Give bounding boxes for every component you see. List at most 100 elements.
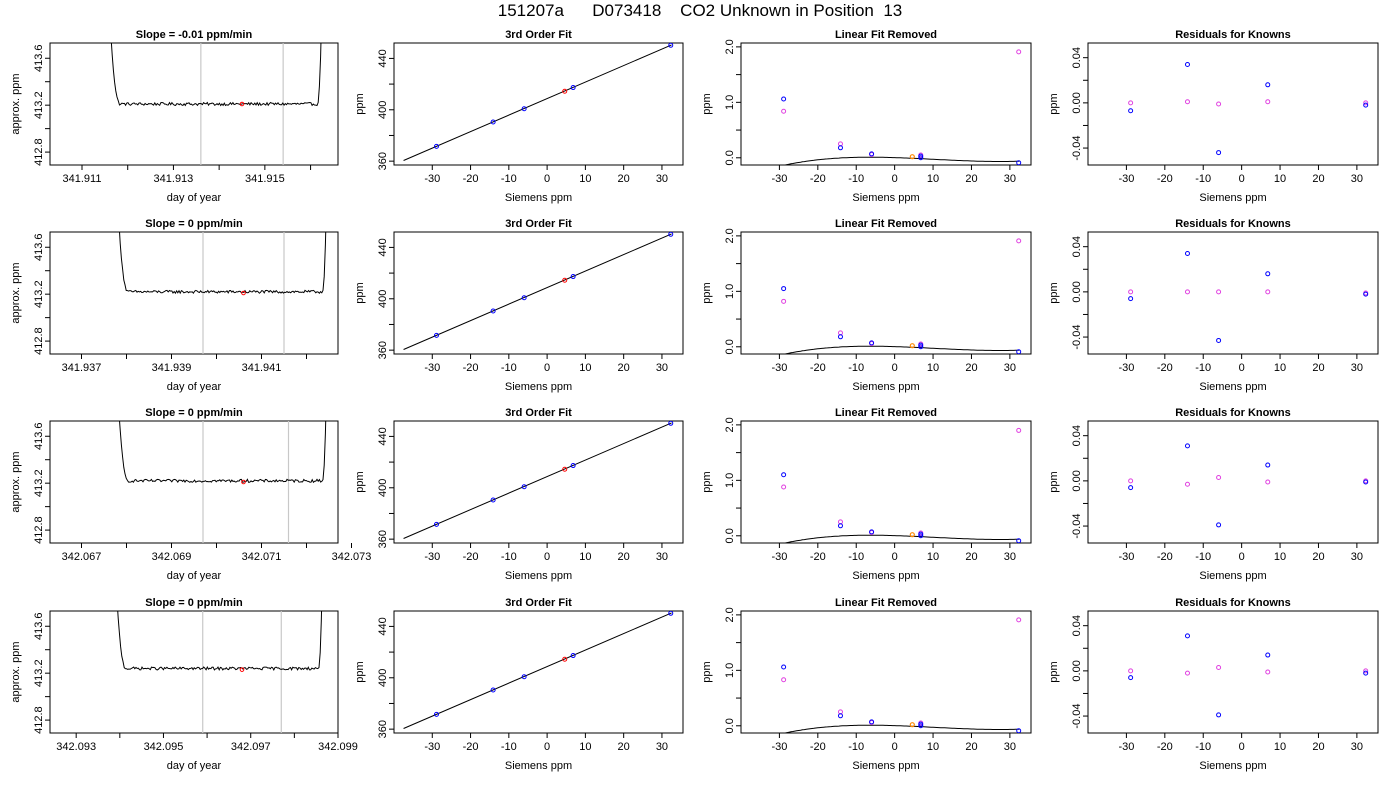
y-tick-label: 0.00 [1071, 660, 1083, 681]
known-standard-point [1016, 728, 1022, 733]
plot-frame [740, 42, 1032, 166]
panel-fit-row-1: 3rd Order Fit -30 -20 -10 0 10 20 30 360 400 440 Si… [354, 29, 684, 204]
y-tick-label: 2.0 [724, 228, 736, 243]
x-tick-label: 10 [927, 362, 939, 374]
panel-trace-row-3: Slope = 0 ppm/min 342.067 342.069 342.071 34… [10, 407, 371, 582]
y-tick-label: 412.8 [33, 138, 45, 166]
known-standard-point [869, 151, 875, 157]
known-residual-point [1265, 652, 1271, 658]
secondary-residual-point [1128, 478, 1134, 484]
y-tick-label: 440 [377, 238, 389, 256]
plot-area [403, 232, 674, 350]
y-tick-label: -0.04 [1071, 514, 1083, 539]
y-tick-label: -0.04 [1071, 325, 1083, 350]
y-tick-label: 2.0 [724, 39, 736, 54]
x-axis-label: day of year [167, 570, 222, 582]
x-axis-label: Siemens ppm [1199, 570, 1266, 582]
known-residual-point [1128, 296, 1134, 302]
known-standard-point [918, 344, 924, 350]
plot-area [1128, 633, 1369, 718]
x-tick-label: 10 [927, 551, 939, 563]
known-standard-point [668, 43, 674, 48]
secondary-residual-point [1184, 670, 1190, 676]
panel-title: 3rd Order Fit [505, 218, 572, 230]
known-residual-point [1184, 443, 1190, 449]
y-tick-label: 0.00 [1071, 281, 1083, 302]
x-tick-label: -10 [848, 551, 864, 563]
x-axis-label: Siemens ppm [505, 381, 572, 393]
plot-area [781, 427, 1022, 543]
known-standard-point [918, 721, 924, 727]
x-axis-label: Siemens ppm [1199, 192, 1266, 204]
unknown-sample-marker [241, 479, 246, 485]
panel-residuals-row-4: Residuals for Knowns -30 -20 -10 0 10 20 30 -0.0… [1048, 597, 1379, 772]
known-residual-point [1265, 462, 1271, 468]
known-residual-point [1184, 61, 1190, 67]
secondary-residual-point [1216, 101, 1222, 107]
known-residual-point [1184, 250, 1190, 256]
x-tick-label: 0 [544, 741, 550, 753]
panel-title: Slope = 0 ppm/min [145, 407, 243, 419]
panel-trace-row-2: Slope = 0 ppm/min 341.937 341.939 341.941 41… [10, 218, 339, 393]
y-axis-label: ppm [1048, 661, 1060, 682]
page-title: 151207a D073418 CO2 Unknown in Position … [497, 1, 903, 20]
y-axis-label: ppm [701, 661, 713, 682]
panel-title: Residuals for Knowns [1175, 218, 1291, 230]
x-tick-label: 20 [965, 362, 977, 374]
plot-area [781, 238, 1022, 354]
known-standard-point [521, 106, 527, 112]
x-tick-label: -20 [463, 741, 479, 753]
known-standard-point [433, 521, 439, 527]
x-tick-label: -10 [848, 741, 864, 753]
known-residual-point [1363, 479, 1369, 485]
x-tick-label: -30 [1118, 362, 1134, 374]
known-standard-point [1016, 160, 1022, 165]
secondary-residual-point [1128, 668, 1134, 674]
y-tick-label: 1.0 [724, 95, 736, 110]
plot-frame [49, 610, 339, 734]
secondary-point [1016, 238, 1022, 244]
x-tick-label: -30 [424, 551, 440, 563]
y-tick-label: 412.8 [33, 327, 45, 355]
x-tick-label: 20 [1312, 362, 1324, 374]
secondary-residual-point [1265, 289, 1271, 295]
plot-frame [49, 420, 339, 544]
concentration-trace-line [110, 43, 322, 107]
x-tick-label: 0 [544, 173, 550, 185]
x-tick-label: 0 [892, 173, 898, 185]
known-standard-point [837, 334, 843, 340]
x-tick-label: 30 [1004, 551, 1016, 563]
x-tick-label: 0 [544, 551, 550, 563]
known-standard-point [521, 295, 527, 301]
y-tick-label: 400 [377, 479, 389, 497]
x-tick-label: -20 [810, 173, 826, 185]
x-axis-label: Siemens ppm [852, 570, 919, 582]
x-tick-label: -10 [501, 362, 517, 374]
secondary-point [781, 108, 787, 114]
x-tick-label: 30 [1351, 741, 1363, 753]
x-tick-label: -20 [1157, 551, 1173, 563]
x-tick-label: 10 [927, 173, 939, 185]
x-tick-label: 20 [1312, 741, 1324, 753]
y-axis-label: approx. ppm [10, 641, 22, 702]
y-tick-label: 1.0 [724, 663, 736, 678]
y-tick-label: 413.6 [33, 233, 45, 261]
y-tick-label: 413.6 [33, 44, 45, 72]
x-tick-label: -30 [1118, 173, 1134, 185]
plot-area [110, 43, 322, 165]
known-standard-point [570, 85, 576, 91]
x-tick-label: 0 [1239, 173, 1245, 185]
secondary-point [1016, 427, 1022, 433]
x-tick-label: -30 [771, 362, 787, 374]
y-tick-label: 0.0 [724, 528, 736, 543]
y-axis-label: ppm [1048, 471, 1060, 492]
x-tick-label: -10 [848, 362, 864, 374]
secondary-residual-point [1363, 100, 1369, 106]
known-standard-point [781, 286, 787, 292]
secondary-residual-point [1184, 289, 1190, 295]
known-standard-point [521, 484, 527, 490]
known-standard-point [668, 232, 674, 237]
x-tick-label: 341.937 [62, 362, 102, 374]
x-axis-label: Siemens ppm [852, 381, 919, 393]
